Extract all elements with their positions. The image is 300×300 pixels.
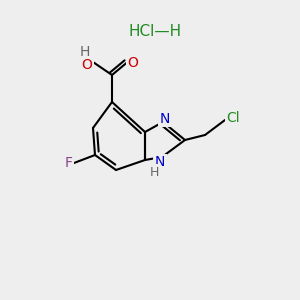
Text: O: O [128,56,138,70]
Text: H: H [80,45,90,59]
Text: F: F [65,156,73,170]
Text: Cl: Cl [226,111,240,125]
Text: N: N [155,155,165,169]
Text: H: H [149,166,159,178]
Text: N: N [160,112,170,126]
Text: O: O [82,58,92,72]
Text: HCl—H: HCl—H [128,25,182,40]
